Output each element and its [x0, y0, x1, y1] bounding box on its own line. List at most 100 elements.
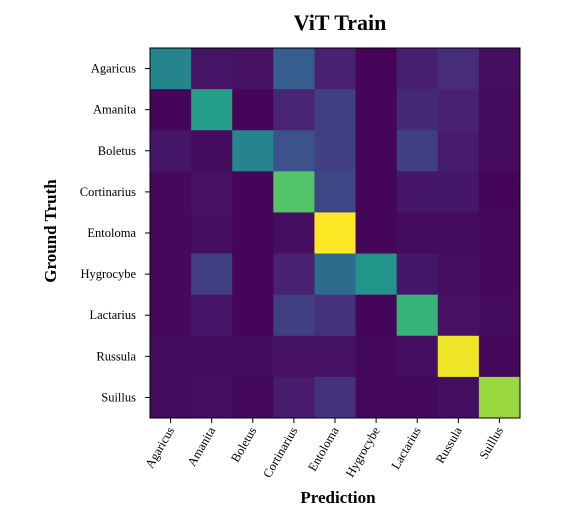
heatmap-cell-cortinarius-suillus	[478, 171, 521, 213]
x-tick-label: Boletus	[228, 424, 259, 464]
heatmap-cell-agaricus-agaricus	[150, 48, 192, 90]
heatmap-cell-entoloma-russula	[437, 212, 480, 255]
heatmap-cell-suillus-cortinarius	[273, 376, 315, 419]
heatmap-cell-amanita-agaricus	[150, 89, 192, 131]
y-tick-label: Entoloma	[87, 226, 136, 240]
heatmap-cell-entoloma-cortinarius	[273, 212, 315, 255]
heatmap-cell-agaricus-russula	[437, 48, 480, 90]
heatmap-cell-russula-hygrocybe	[355, 335, 398, 378]
heatmap-cell-lactarius-suillus	[478, 294, 521, 337]
heatmap-cell-agaricus-lactarius	[396, 48, 439, 90]
heatmap-cell-amanita-suillus	[478, 89, 521, 131]
heatmap-cell-russula-agaricus	[150, 335, 192, 378]
heatmap-cell-hygrocybe-boletus	[232, 253, 274, 296]
heatmap-cell-cortinarius-russula	[437, 171, 480, 213]
heatmap-cell-lactarius-amanita	[191, 294, 233, 337]
heatmap-cell-cortinarius-hygrocybe	[355, 171, 398, 213]
x-tick-label: Cortinarius	[260, 424, 300, 480]
heatmap-cell-suillus-agaricus	[150, 376, 192, 419]
heatmap-cell-entoloma-boletus	[232, 212, 274, 255]
heatmap-cell-boletus-russula	[437, 130, 480, 172]
chart-title: ViT Train	[294, 10, 387, 35]
heatmap-cell-lactarius-agaricus	[150, 294, 192, 337]
heatmap-cell-lactarius-lactarius	[396, 294, 439, 337]
y-tick-labels: Agaricus Amanita Boletus Cortinarius Entolom…	[80, 62, 150, 404]
heatmap-cell-lactarius-cortinarius	[273, 294, 315, 337]
heatmap-cell-russula-lactarius	[396, 335, 439, 378]
x-tick-label: Amanita	[185, 424, 219, 469]
heatmap-cell-cortinarius-agaricus	[150, 171, 192, 213]
y-tick-label: Russula	[96, 349, 136, 363]
heatmap-cell-agaricus-cortinarius	[273, 48, 315, 90]
heatmap-cell-russula-cortinarius	[273, 335, 315, 378]
heatmap-cell-suillus-amanita	[191, 376, 233, 419]
heatmap-cell-russula-amanita	[191, 335, 233, 378]
x-tick-label: Hygrocybe	[343, 424, 383, 479]
heatmap-cell-hygrocybe-lactarius	[396, 253, 439, 296]
heatmap-cell-suillus-entoloma	[314, 376, 357, 419]
heatmap-cell-lactarius-entoloma	[314, 294, 357, 337]
heatmap-cell-agaricus-amanita	[191, 48, 233, 90]
y-axis-label: Ground Truth	[41, 179, 60, 283]
x-tick-label: Entoloma	[305, 424, 342, 473]
x-tick-labels: Agaricus Amanita Boletus Cortinarius Entolom…	[142, 418, 506, 480]
heatmap-cell-russula-suillus	[478, 335, 521, 378]
heatmap-cell-russula-entoloma	[314, 335, 357, 378]
heatmap-cell-entoloma-entoloma	[314, 212, 357, 255]
heatmap-cell-suillus-suillus	[478, 376, 521, 419]
heatmap-cell-amanita-entoloma	[314, 89, 357, 131]
heatmap-cell-lactarius-russula	[437, 294, 480, 337]
heatmap-cell-cortinarius-lactarius	[396, 171, 439, 213]
heatmap-cell-cortinarius-amanita	[191, 171, 233, 213]
x-axis-label: Prediction	[300, 488, 376, 507]
heatmap-cell-agaricus-boletus	[232, 48, 274, 90]
heatmap-cell-amanita-russula	[437, 89, 480, 131]
x-tick-label: Agaricus	[142, 424, 177, 470]
heatmap-cell-hygrocybe-agaricus	[150, 253, 192, 296]
heatmap-cell-agaricus-hygrocybe	[355, 48, 398, 90]
y-tick-label: Suillus	[101, 390, 136, 404]
heatmap-cell-lactarius-hygrocybe	[355, 294, 398, 337]
heatmap-cell-suillus-lactarius	[396, 376, 439, 419]
y-tick-label: Boletus	[98, 144, 136, 158]
heatmap-cell-amanita-boletus	[232, 89, 274, 131]
heatmap-cell-entoloma-amanita	[191, 212, 233, 255]
y-tick-label: Cortinarius	[80, 185, 136, 199]
heatmap-cell-hygrocybe-cortinarius	[273, 253, 315, 296]
heatmap-cell-boletus-cortinarius	[273, 130, 315, 172]
heatmap-cell-boletus-agaricus	[150, 130, 192, 172]
heatmap-cell-hygrocybe-entoloma	[314, 253, 357, 296]
y-tick-label: Agaricus	[91, 62, 136, 76]
heatmap-cell-agaricus-suillus	[478, 48, 521, 90]
heatmap-cell-hygrocybe-amanita	[191, 253, 233, 296]
heatmap-cell-suillus-hygrocybe	[355, 376, 398, 419]
heatmap-cell-lactarius-boletus	[232, 294, 274, 337]
y-tick-label: Hygrocybe	[80, 267, 136, 281]
heatmap-cell-amanita-cortinarius	[273, 89, 315, 131]
x-tick-label: Suillus	[477, 424, 507, 461]
heatmap-cell-suillus-russula	[437, 376, 480, 419]
heatmap-cell-boletus-boletus	[232, 130, 274, 172]
heatmap-cell-amanita-lactarius	[396, 89, 439, 131]
heatmap-cell-hygrocybe-suillus	[478, 253, 521, 296]
heatmap-cell-boletus-suillus	[478, 130, 521, 172]
heatmap-cell-entoloma-lactarius	[396, 212, 439, 255]
heatmap-cell-cortinarius-entoloma	[314, 171, 357, 213]
heatmap-cell-amanita-amanita	[191, 89, 233, 131]
heatmap-cell-boletus-hygrocybe	[355, 130, 398, 172]
heatmap-cell-entoloma-hygrocybe	[355, 212, 398, 255]
heatmap-cell-suillus-boletus	[232, 376, 274, 419]
heatmap-cell-entoloma-suillus	[478, 212, 521, 255]
heatmap-cell-boletus-amanita	[191, 130, 233, 172]
heatmap-cells	[150, 48, 521, 419]
heatmap-cell-russula-boletus	[232, 335, 274, 378]
heatmap-cell-amanita-hygrocybe	[355, 89, 398, 131]
x-tick-label: Lactarius	[388, 424, 423, 471]
heatmap-cell-boletus-lactarius	[396, 130, 439, 172]
heatmap-cell-cortinarius-boletus	[232, 171, 274, 213]
heatmap-cell-agaricus-entoloma	[314, 48, 357, 90]
heatmap-cell-boletus-entoloma	[314, 130, 357, 172]
heatmap-cell-cortinarius-cortinarius	[273, 171, 315, 213]
heatmap-cell-hygrocybe-hygrocybe	[355, 253, 398, 296]
